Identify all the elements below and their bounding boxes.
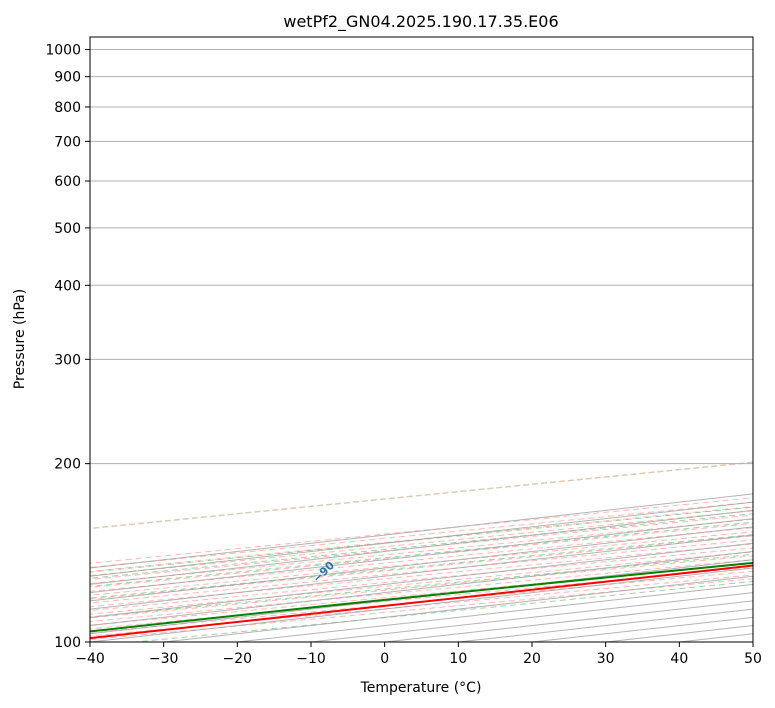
isotherm-line <box>752 641 753 642</box>
y-tick-label: 800 <box>54 100 81 116</box>
y-tick-label: 400 <box>54 278 81 294</box>
y-tick-label: 700 <box>54 134 81 150</box>
y-tick-label: 900 <box>54 70 81 86</box>
plot-area <box>90 37 753 642</box>
grid-layer <box>90 49 753 642</box>
y-tick-label: 300 <box>54 352 81 368</box>
x-tick-label: 0 <box>380 651 389 667</box>
x-tick-label: 40 <box>670 651 688 667</box>
y-tick-label: 200 <box>54 457 81 473</box>
x-tick-label: 10 <box>449 651 467 667</box>
chart-title: wetPf2_GN04.2025.190.17.35.E06 <box>283 12 558 32</box>
x-tick-label: 50 <box>744 651 762 667</box>
y-tick-label: 100 <box>54 635 81 651</box>
isotherm-line <box>90 493 753 569</box>
x-tick-label: −20 <box>223 651 253 667</box>
x-tick-label: −10 <box>296 651 326 667</box>
y-tick-label: 1000 <box>45 43 81 59</box>
isotherm-line <box>90 534 753 610</box>
y-tick-label: 600 <box>54 174 81 190</box>
isotherm-line <box>90 518 753 594</box>
x-tick-label: 20 <box>523 651 541 667</box>
y-axis-title: Pressure (hPa) <box>12 289 28 389</box>
x-tick-label: −30 <box>149 651 179 667</box>
x-axis-title: Temperature (°C) <box>360 680 482 696</box>
y-tick-label: 500 <box>54 221 81 237</box>
plot-frame <box>89 36 754 643</box>
isotherm-line <box>90 509 753 585</box>
x-tick-label: 30 <box>597 651 615 667</box>
isotherm-line <box>90 526 753 602</box>
axis-ticks: −40 −30 −20 −10 0 10 20 30 40 50 1000 900 800 700 600 5… <box>45 43 762 667</box>
isotherm-line <box>90 501 753 577</box>
x-tick-label: −40 <box>75 651 105 667</box>
